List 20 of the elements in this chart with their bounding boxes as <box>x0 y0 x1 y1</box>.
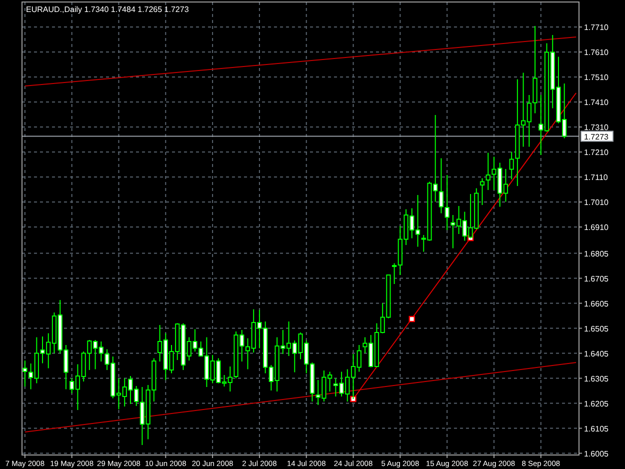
y-tick-label: 1.6405 <box>584 349 610 358</box>
y-tick-label: 1.6305 <box>584 374 610 384</box>
ref-line-label: 1.7273 <box>584 132 610 142</box>
y-tick-label: 1.7410 <box>584 98 610 107</box>
y-tick-label: 1.6910 <box>584 223 610 232</box>
y-tick-label: 1.6105 <box>584 424 610 434</box>
y-tick-label: 1.7010 <box>584 198 610 207</box>
chart-title: EURAUD.,Daily 1.7340 1.7484 1.7265 1.7273 <box>26 5 190 14</box>
y-tick-label: 1.6805 <box>584 249 610 258</box>
y-tick-label: 1.6005 <box>584 449 610 458</box>
y-tick-label: 1.7210 <box>584 148 610 157</box>
y-tick-label: 1.6605 <box>584 299 610 308</box>
y-tick-label: 1.6505 <box>584 324 610 334</box>
y-tick-label: 1.7710 <box>584 23 610 32</box>
y-tick-label: 1.6705 <box>584 274 610 284</box>
y-tick-label: 1.7110 <box>584 173 608 182</box>
y-tick-label: 1.6205 <box>584 399 610 408</box>
y-tick-label: 1.7310 <box>584 123 610 132</box>
y-tick-label: 1.7510 <box>584 73 610 82</box>
y-tick-label: 1.7610 <box>584 48 610 57</box>
